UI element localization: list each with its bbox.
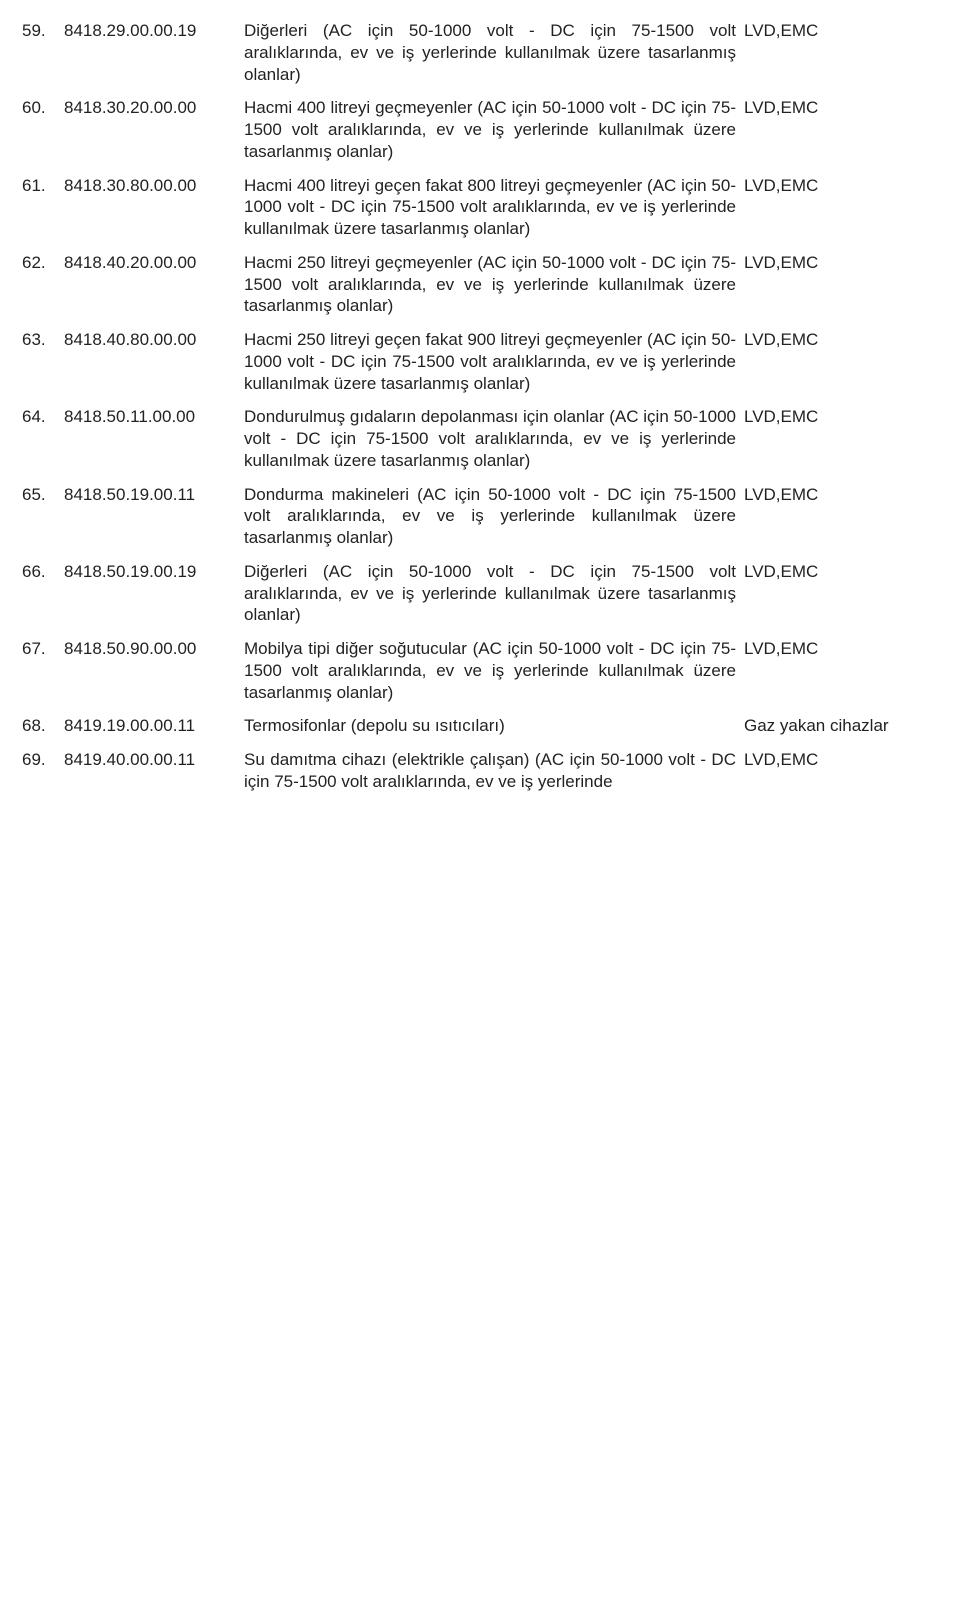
table-row: 62. 8418.40.20.00.00 Hacmi 250 litreyi g… (18, 246, 942, 323)
row-code: 8418.50.19.00.19 (60, 555, 240, 632)
row-tag: LVD,EMC (740, 555, 942, 632)
row-number: 63. (18, 323, 60, 400)
row-tag: LVD,EMC (740, 323, 942, 400)
row-number: 69. (18, 743, 60, 799)
table-row: 61. 8418.30.80.00.00 Hacmi 400 litreyi g… (18, 169, 942, 246)
row-code: 8418.40.20.00.00 (60, 246, 240, 323)
row-description: Hacmi 250 litreyi geçen fakat 900 litrey… (240, 323, 740, 400)
row-description: Dondurulmuş gıdaların depolanması için o… (240, 400, 740, 477)
row-number: 67. (18, 632, 60, 709)
row-tag: LVD,EMC (740, 400, 942, 477)
row-tag: LVD,EMC (740, 743, 942, 799)
codes-table: 59. 8418.29.00.00.19 Diğerleri (AC için … (18, 14, 942, 799)
row-description: Diğerleri (AC için 50-1000 volt - DC içi… (240, 14, 740, 91)
row-number: 61. (18, 169, 60, 246)
row-code: 8418.30.20.00.00 (60, 91, 240, 168)
row-description: Mobilya tipi diğer soğutucular (AC için … (240, 632, 740, 709)
row-description: Hacmi 400 litreyi geçen fakat 800 litrey… (240, 169, 740, 246)
table-row: 64. 8418.50.11.00.00 Dondurulmuş gıdalar… (18, 400, 942, 477)
row-tag: LVD,EMC (740, 632, 942, 709)
row-description: Diğerleri (AC için 50-1000 volt - DC içi… (240, 555, 740, 632)
table-row: 63. 8418.40.80.00.00 Hacmi 250 litreyi g… (18, 323, 942, 400)
row-code: 8418.29.00.00.19 (60, 14, 240, 91)
row-tag: LVD,EMC (740, 169, 942, 246)
row-code: 8419.40.00.00.11 (60, 743, 240, 799)
row-tag: LVD,EMC (740, 246, 942, 323)
table-row: 69. 8419.40.00.00.11 Su damıtma cihazı (… (18, 743, 942, 799)
row-description: Su damıtma cihazı (elektrikle çalışan) (… (240, 743, 740, 799)
row-number: 62. (18, 246, 60, 323)
row-code: 8419.19.00.00.11 (60, 709, 240, 743)
table-row: 68. 8419.19.00.00.11 Termosifonlar (depo… (18, 709, 942, 743)
row-description: Termosifonlar (depolu su ısıtıcıları) (240, 709, 740, 743)
row-tag: LVD,EMC (740, 478, 942, 555)
row-code: 8418.30.80.00.00 (60, 169, 240, 246)
row-code: 8418.50.11.00.00 (60, 400, 240, 477)
row-description: Hacmi 400 litreyi geçmeyenler (AC için 5… (240, 91, 740, 168)
row-tag: LVD,EMC (740, 91, 942, 168)
table-row: 59. 8418.29.00.00.19 Diğerleri (AC için … (18, 14, 942, 91)
row-description: Hacmi 250 litreyi geçmeyenler (AC için 5… (240, 246, 740, 323)
table-row: 65. 8418.50.19.00.11 Dondurma makineleri… (18, 478, 942, 555)
table-row: 66. 8418.50.19.00.19 Diğerleri (AC için … (18, 555, 942, 632)
table-row: 60. 8418.30.20.00.00 Hacmi 400 litreyi g… (18, 91, 942, 168)
row-code: 8418.50.90.00.00 (60, 632, 240, 709)
row-number: 65. (18, 478, 60, 555)
row-description: Dondurma makineleri (AC için 50-1000 vol… (240, 478, 740, 555)
table-row: 67. 8418.50.90.00.00 Mobilya tipi diğer … (18, 632, 942, 709)
row-tag: LVD,EMC (740, 14, 942, 91)
row-number: 59. (18, 14, 60, 91)
row-code: 8418.50.19.00.11 (60, 478, 240, 555)
row-code: 8418.40.80.00.00 (60, 323, 240, 400)
row-tag: Gaz yakan cihazlar (740, 709, 942, 743)
row-number: 60. (18, 91, 60, 168)
row-number: 68. (18, 709, 60, 743)
row-number: 64. (18, 400, 60, 477)
row-number: 66. (18, 555, 60, 632)
